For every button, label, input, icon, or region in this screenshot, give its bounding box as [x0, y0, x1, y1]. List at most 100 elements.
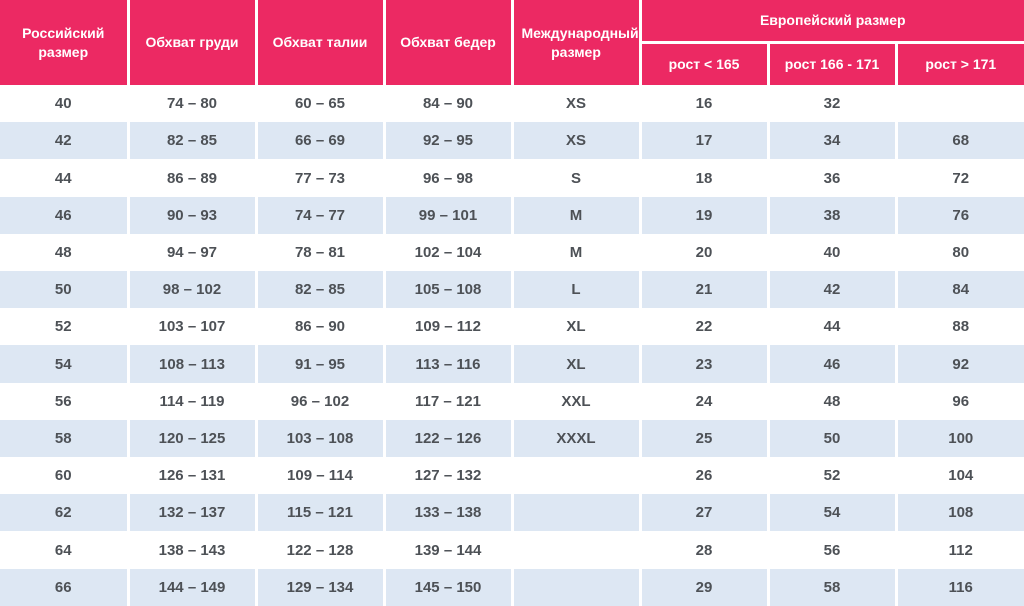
table-row: 40 74 – 80 60 – 65 84 – 90 XS 16 32 — [0, 85, 1024, 123]
cell-height-166-171: 50 — [766, 419, 896, 458]
cell-waist: 66 – 69 — [254, 122, 384, 160]
cell-russian-size: 58 — [0, 419, 128, 458]
header-european-size: Европейский размер — [638, 0, 1024, 44]
cell-height-gt-171: 104 — [894, 457, 1024, 495]
cell-russian-size: 42 — [0, 122, 128, 160]
cell-height-gt-171: 100 — [894, 419, 1024, 458]
cell-international-size — [510, 531, 640, 569]
cell-height-gt-171: 92 — [894, 345, 1024, 383]
cell-height-gt-171: 112 — [894, 531, 1024, 569]
cell-height-gt-171: 84 — [894, 271, 1024, 309]
cell-waist: 103 – 108 — [254, 419, 384, 458]
cell-international-size — [510, 568, 640, 606]
cell-international-size — [510, 457, 640, 495]
cell-waist: 82 – 85 — [254, 271, 384, 309]
cell-hips: 99 – 101 — [382, 196, 512, 234]
cell-russian-size: 50 — [0, 271, 128, 309]
header-row-main: Российский размер Обхват груди Обхват та… — [0, 0, 1024, 85]
cell-height-gt-171: 72 — [894, 159, 1024, 197]
cell-chest: 120 – 125 — [126, 419, 256, 458]
cell-height-gt-171: 116 — [894, 568, 1024, 606]
table-row: 66 144 – 149 129 – 134 145 – 150 29 58 1… — [0, 568, 1024, 606]
cell-hips: 109 – 112 — [382, 308, 512, 346]
cell-russian-size: 44 — [0, 159, 128, 197]
cell-height-166-171: 34 — [766, 122, 896, 160]
header-height-166-171: рост 166 - 171 — [766, 42, 896, 85]
cell-international-size: XL — [510, 345, 640, 383]
cell-height-lt-165: 26 — [638, 457, 768, 495]
cell-hips: 139 – 144 — [382, 531, 512, 569]
table-row: 60 126 – 131 109 – 114 127 – 132 26 52 1… — [0, 457, 1024, 495]
cell-international-size: M — [510, 196, 640, 234]
table-row: 62 132 – 137 115 – 121 133 – 138 27 54 1… — [0, 494, 1024, 532]
cell-chest: 94 – 97 — [126, 233, 256, 272]
cell-hips: 113 – 116 — [382, 345, 512, 383]
cell-waist: 78 – 81 — [254, 233, 384, 272]
cell-height-lt-165: 23 — [638, 345, 768, 383]
cell-height-166-171: 46 — [766, 345, 896, 383]
cell-height-166-171: 48 — [766, 382, 896, 420]
header-waist: Обхват талии — [254, 0, 384, 85]
cell-height-lt-165: 16 — [638, 85, 768, 123]
cell-waist: 74 – 77 — [254, 196, 384, 234]
cell-height-lt-165: 17 — [638, 122, 768, 160]
header-russian-size: Российский размер — [0, 0, 128, 85]
cell-hips: 102 – 104 — [382, 233, 512, 272]
cell-height-166-171: 44 — [766, 308, 896, 346]
table-row: 56 114 – 119 96 – 102 117 – 121 XXL 24 4… — [0, 382, 1024, 420]
cell-hips: 122 – 126 — [382, 419, 512, 458]
cell-height-166-171: 56 — [766, 531, 896, 569]
cell-height-lt-165: 28 — [638, 531, 768, 569]
cell-chest: 138 – 143 — [126, 531, 256, 569]
cell-waist: 77 – 73 — [254, 159, 384, 197]
cell-height-gt-171 — [894, 85, 1024, 123]
cell-international-size: XS — [510, 85, 640, 123]
cell-international-size: S — [510, 159, 640, 197]
cell-waist: 122 – 128 — [254, 531, 384, 569]
cell-height-lt-165: 29 — [638, 568, 768, 606]
table-row: 50 98 – 102 82 – 85 105 – 108 L 21 42 84 — [0, 271, 1024, 309]
cell-russian-size: 48 — [0, 233, 128, 272]
cell-international-size: XS — [510, 122, 640, 160]
cell-hips: 96 – 98 — [382, 159, 512, 197]
cell-height-gt-171: 68 — [894, 122, 1024, 160]
header-row-sub: рост < 165 рост 166 - 171 рост > 171 — [0, 42, 1024, 85]
table-row: 58 120 – 125 103 – 108 122 – 126 XXXL 25… — [0, 419, 1024, 458]
cell-hips: 105 – 108 — [382, 271, 512, 309]
header-international-size: Международный размер — [510, 0, 640, 85]
table-row: 52 103 – 107 86 – 90 109 – 112 XL 22 44 … — [0, 308, 1024, 346]
cell-russian-size: 56 — [0, 382, 128, 420]
cell-hips: 133 – 138 — [382, 494, 512, 532]
cell-height-166-171: 52 — [766, 457, 896, 495]
cell-hips: 127 – 132 — [382, 457, 512, 495]
cell-chest: 144 – 149 — [126, 568, 256, 606]
cell-russian-size: 40 — [0, 85, 128, 123]
cell-height-gt-171: 108 — [894, 494, 1024, 532]
cell-height-lt-165: 27 — [638, 494, 768, 532]
cell-waist: 115 – 121 — [254, 494, 384, 532]
cell-international-size: XXL — [510, 382, 640, 420]
cell-chest: 103 – 107 — [126, 308, 256, 346]
cell-international-size: XXXL — [510, 419, 640, 458]
cell-height-166-171: 38 — [766, 196, 896, 234]
header-height-lt-165: рост < 165 — [638, 42, 768, 85]
cell-height-166-171: 54 — [766, 494, 896, 532]
cell-chest: 132 – 137 — [126, 494, 256, 532]
cell-international-size: M — [510, 233, 640, 272]
cell-height-gt-171: 88 — [894, 308, 1024, 346]
cell-waist: 96 – 102 — [254, 382, 384, 420]
cell-international-size: L — [510, 271, 640, 309]
cell-russian-size: 62 — [0, 494, 128, 532]
cell-hips: 84 – 90 — [382, 85, 512, 123]
cell-russian-size: 46 — [0, 196, 128, 234]
cell-waist: 91 – 95 — [254, 345, 384, 383]
cell-height-lt-165: 25 — [638, 419, 768, 458]
cell-international-size — [510, 494, 640, 532]
cell-height-lt-165: 18 — [638, 159, 768, 197]
cell-russian-size: 54 — [0, 345, 128, 383]
cell-height-lt-165: 24 — [638, 382, 768, 420]
cell-height-gt-171: 76 — [894, 196, 1024, 234]
header-height-gt-171: рост > 171 — [894, 42, 1024, 85]
cell-chest: 126 – 131 — [126, 457, 256, 495]
